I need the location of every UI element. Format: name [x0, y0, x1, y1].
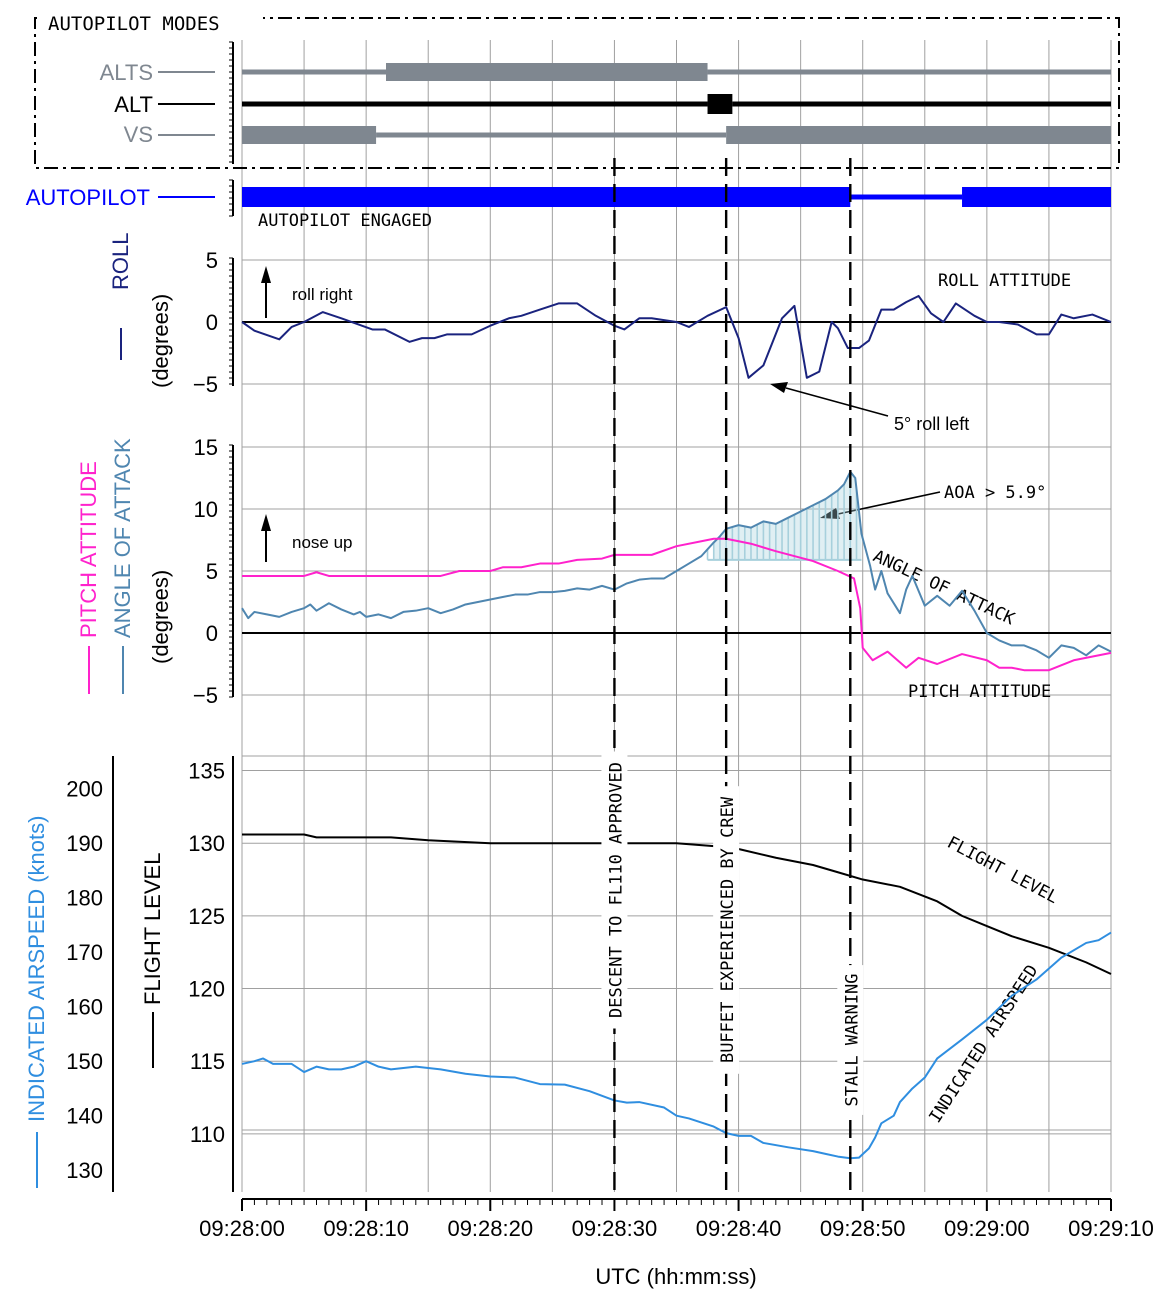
fl-tick-label: 125: [188, 904, 225, 929]
flight-level-series-line: [242, 833, 1112, 975]
fl-tick-label: 115: [190, 1049, 225, 1074]
autopilot-label: AUTOPILOT: [26, 185, 150, 210]
alts-segment-off: [707, 69, 1111, 75]
fl-axis-label: FLIGHT LEVEL: [140, 853, 165, 1005]
alt-label: ALT: [114, 92, 153, 117]
alt-label-group: ALT: [114, 92, 215, 117]
x-tick-label: 09:28:00: [199, 1216, 285, 1241]
pitch-tick-label: −5: [193, 683, 218, 708]
autopilot-engaged-label: AUTOPILOT ENGAGED: [258, 211, 432, 231]
data-series: [241, 294, 1112, 1160]
pitch-unit-label: (degrees): [148, 570, 173, 664]
autopilot-modes-box: [34, 17, 1120, 169]
pitch-tick-label: 10: [194, 497, 218, 522]
aoa-series-line: [241, 470, 1112, 659]
ias-tick-label: 150: [66, 1049, 103, 1074]
x-tick-label: 09:28:20: [447, 1216, 533, 1241]
roll-axis-label: ROLL: [108, 233, 133, 290]
pitch-series-line: [242, 537, 1112, 672]
grid: [241, 40, 1112, 1192]
x-tick-label: 09:28:50: [820, 1216, 906, 1241]
autopilot-label-group: AUTOPILOT: [26, 185, 215, 210]
vs-label-group: VS: [124, 122, 215, 147]
ias-axis-label: INDICATED AIRSPEED (knots): [24, 816, 49, 1122]
x-tick-label: 09:28:40: [696, 1216, 782, 1241]
pitch-tick-label: 15: [194, 435, 218, 460]
aoa-threshold-label: AOA > 5.9°: [944, 483, 1046, 503]
fl-tick-label: 130: [188, 831, 225, 856]
event-label-bg: [601, 751, 628, 1029]
event-label: DESCENT TO FL110 APPROVED: [606, 762, 626, 1018]
x-tick-label: 09:28:10: [323, 1216, 409, 1241]
event-label: BUFFET EXPERIENCED BY CREW: [718, 796, 738, 1063]
event-label-bg: [713, 786, 740, 1074]
fl-tick-label: 110: [190, 1122, 225, 1147]
fl-tick-label: 135: [188, 759, 225, 784]
roll-tick-label: −5: [193, 372, 218, 397]
alts-label: ALTS: [100, 60, 153, 85]
ias-tick-label: 130: [66, 1158, 103, 1183]
fl-curve-label: FLIGHT LEVEL: [944, 833, 1062, 908]
roll-right-label: roll right: [292, 285, 353, 304]
alt-segment-on: [707, 94, 733, 114]
nose-up-arrow-icon: [261, 514, 271, 562]
roll-series-line: [241, 294, 1112, 379]
roll-right-arrow-icon: [261, 266, 271, 318]
alt-segment-off: [732, 101, 1111, 107]
roll-left-annotation-arrow: [770, 382, 889, 417]
alts-label-group: ALTS: [100, 60, 215, 85]
x-tick-label: 09:28:30: [572, 1216, 658, 1241]
pitch-tick-label: 0: [206, 621, 218, 646]
alts-segment-on: [386, 63, 708, 81]
alt-segment-off: [242, 101, 708, 107]
x-tick-label: 09:29:00: [944, 1216, 1030, 1241]
roll-attitude-label: ROLL ATTITUDE: [938, 271, 1071, 291]
autopilot-segment-off: [850, 194, 963, 200]
autopilot-modes-title: AUTOPILOT MODES: [48, 13, 220, 35]
ias-tick-label: 140: [66, 1104, 103, 1129]
roll-left-annotation: 5° roll left: [894, 414, 969, 434]
ias-tick-label: 180: [66, 886, 103, 911]
vs-segment-off: [376, 132, 727, 138]
roll-tick-label: 5: [206, 248, 218, 273]
x-tick-label: 09:29:10: [1068, 1216, 1154, 1241]
mode-bars: [242, 63, 1111, 207]
vs-segment-on: [726, 126, 1111, 144]
nose-up-label: nose up: [292, 533, 353, 552]
pitch-tick-label: 5: [206, 559, 218, 584]
aoa-exceedance-fill: [706, 471, 862, 561]
pitch-curve-label: PITCH ATTITUDE: [908, 682, 1051, 702]
event-label-bg: [837, 965, 864, 1115]
vs-segment-on: [242, 126, 377, 144]
fl-tick-label: 120: [188, 977, 225, 1002]
roll-unit-label: (degrees): [148, 294, 173, 388]
ias-tick-label: 200: [66, 777, 103, 802]
ias-tick-label: 160: [66, 995, 103, 1020]
event-lines: DESCENT TO FL110 APPROVED BUFFET EXPERIEN…: [601, 158, 864, 1196]
aoa-curve-label: ANGLE OF ATTACK: [870, 546, 1018, 629]
autopilot-segment-on: [242, 187, 851, 207]
vs-label: VS: [124, 122, 153, 147]
roll-tick-label: 0: [206, 310, 218, 335]
ias-tick-label: 190: [66, 831, 103, 856]
axes: −5 0 5 −5 0 5 10 15 110 115 120 125 130 135 130 140 150 1…: [66, 41, 1154, 1241]
autopilot-segment-on: [962, 187, 1111, 207]
alts-segment-off: [242, 69, 387, 75]
pitch-axis-label: PITCH ATTITUDE: [76, 461, 101, 638]
aoa-axis-label: ANGLE OF ATTACK: [110, 438, 135, 638]
ias-series-line: [241, 931, 1112, 1160]
x-axis-title: UTC (hh:mm:ss): [595, 1264, 756, 1289]
ias-tick-label: 170: [66, 940, 103, 965]
event-label: STALL WARNING: [842, 973, 862, 1106]
